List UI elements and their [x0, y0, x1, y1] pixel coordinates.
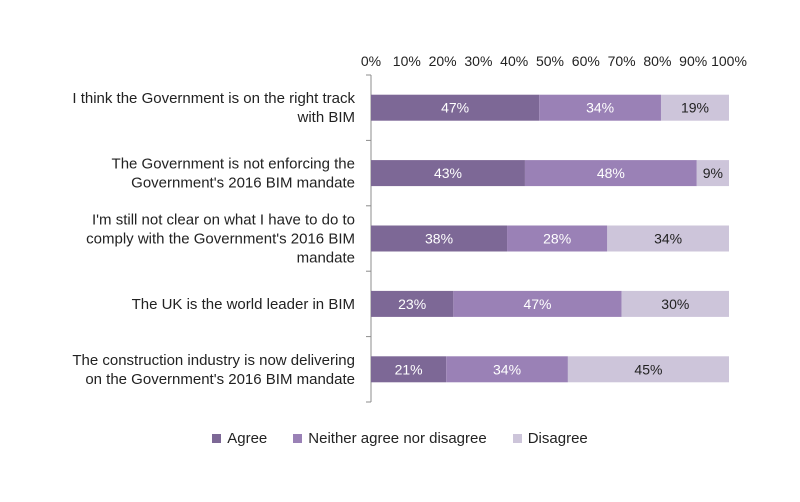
data-label: 23% [398, 296, 426, 312]
bar-segment-agree [371, 290, 454, 317]
category-label: The Government is not enforcing the [112, 156, 355, 173]
category-label: mandate [297, 250, 355, 267]
legend-swatch-disagree [512, 434, 522, 443]
x-tick-label: 0% [361, 53, 381, 69]
data-label: 30% [661, 296, 689, 312]
bar-segment-disagree [567, 356, 729, 383]
category-label: Government's 2016 BIM mandate [131, 175, 355, 192]
data-label: 9% [703, 165, 723, 181]
data-label: 43% [434, 165, 462, 181]
data-label: 47% [441, 100, 469, 116]
legend-label-disagree: Disagree [527, 430, 588, 447]
x-tick-label: 70% [608, 53, 636, 69]
legend-swatch-neither [293, 434, 303, 443]
bar-segment-agree [371, 94, 540, 121]
data-label: 48% [597, 165, 625, 181]
x-tick-label: 20% [429, 53, 457, 69]
category-label: I'm still not clear on what I have to do… [92, 212, 355, 229]
legend-label-neither: Neither agree nor disagree [308, 430, 487, 447]
category-label: comply with the Government's 2016 BIM [86, 231, 355, 248]
bar-segment-agree [371, 356, 447, 383]
x-tick-label: 40% [500, 53, 528, 69]
data-label: 34% [493, 361, 521, 377]
category-label: on the Government's 2016 BIM mandate [85, 371, 355, 388]
bar-segment-disagree [696, 160, 729, 187]
legend-item-neither: Neither agree nor disagree [293, 430, 487, 447]
legend-item-agree: Agree [212, 430, 267, 447]
category-label: I think the Government is on the right t… [72, 90, 355, 107]
bar-segment-agree [371, 160, 525, 187]
data-label: 28% [543, 231, 571, 247]
bar-segment-disagree [660, 94, 729, 121]
bar-segment-neither-agree-nor-disagree [453, 290, 622, 317]
x-tick-label: 10% [393, 53, 421, 69]
bar-segment-disagree [607, 225, 729, 252]
legend-label-agree: Agree [227, 430, 268, 447]
bar-segment-disagree [621, 290, 729, 317]
category-label: The UK is the world leader in BIM [132, 296, 355, 313]
bar-segment-neither-agree-nor-disagree [539, 94, 661, 121]
data-label: 45% [634, 361, 662, 377]
x-tick-label: 90% [679, 53, 707, 69]
bar-segment-neither-agree-nor-disagree [446, 356, 568, 383]
data-label: 34% [654, 231, 682, 247]
bar-segment-neither-agree-nor-disagree [507, 225, 608, 252]
x-tick-label: 100% [711, 53, 747, 69]
x-tick-label: 60% [572, 53, 600, 69]
category-label: The construction industry is now deliver… [72, 352, 355, 369]
data-label: 34% [586, 100, 614, 116]
x-tick-label: 50% [536, 53, 564, 69]
x-tick-label: 80% [643, 53, 671, 69]
bar-segment-agree [371, 225, 508, 252]
data-label: 38% [425, 231, 453, 247]
data-label: 47% [523, 296, 551, 312]
bar-segment-neither-agree-nor-disagree [524, 160, 697, 187]
data-label: 21% [395, 361, 423, 377]
x-tick-label: 30% [464, 53, 492, 69]
category-label: with BIM [296, 109, 355, 126]
data-label: 19% [681, 100, 709, 116]
legend: Agree Neither agree nor disagree Disagre… [0, 430, 800, 447]
legend-item-disagree: Disagree [512, 430, 588, 447]
legend-swatch-agree [212, 434, 222, 443]
